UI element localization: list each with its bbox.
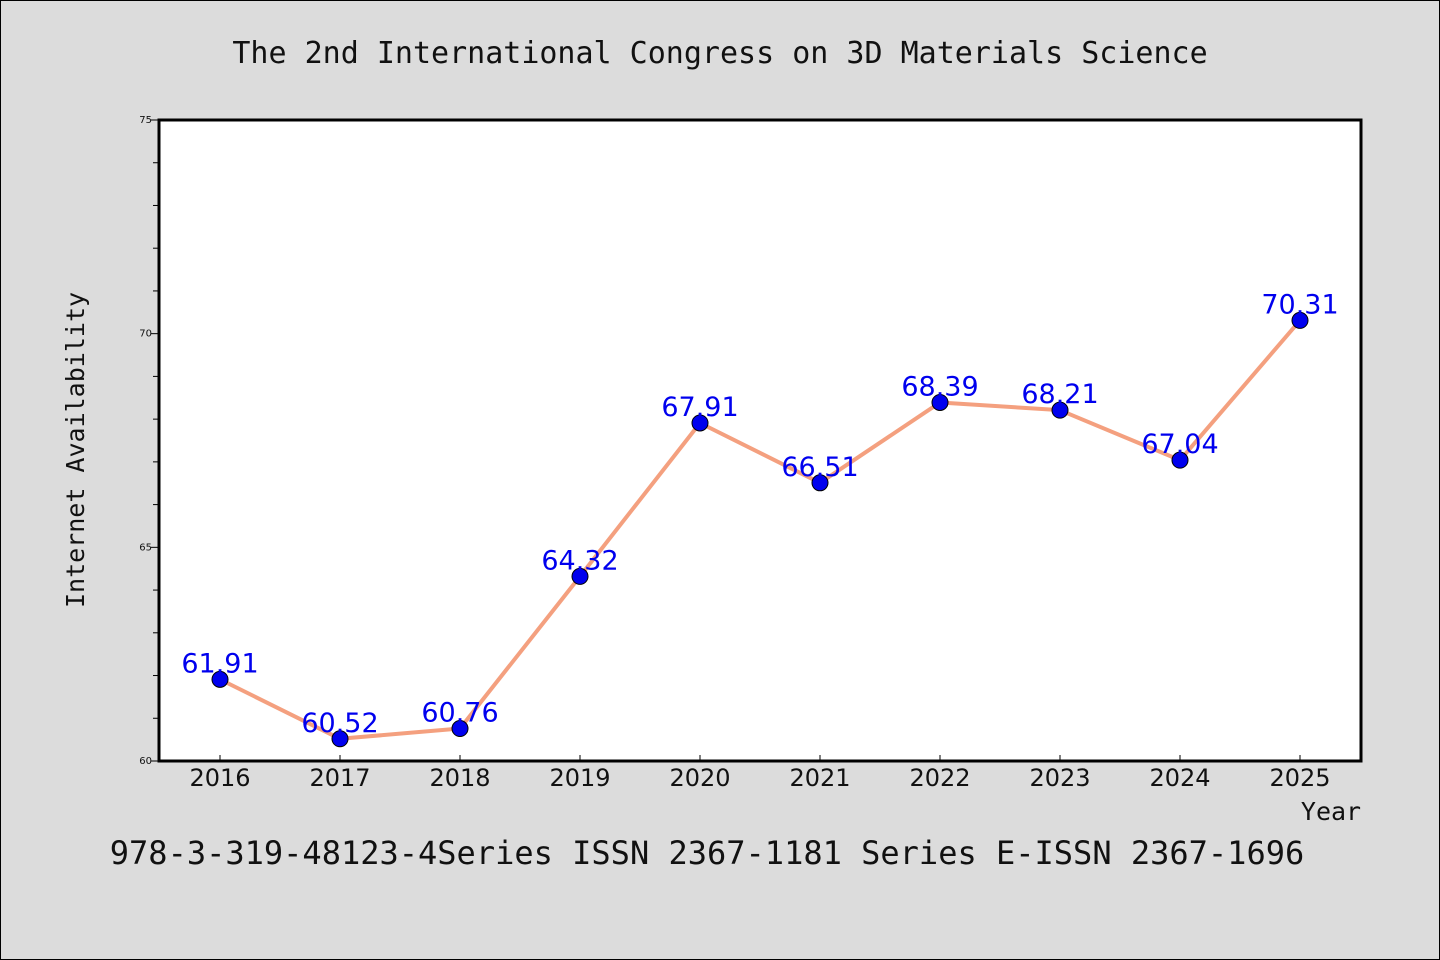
data-label: 68.21	[1021, 379, 1098, 410]
y-axis-label: Internet Availability	[61, 292, 90, 608]
x-axis: 2016 2017 2018 2019 2020 2021 2022 2023 2024 2025	[189, 755, 1331, 792]
data-point	[451, 720, 469, 738]
x-tick-label: 2023	[1029, 764, 1090, 792]
data-label: 68.39	[901, 371, 978, 402]
data-point	[211, 670, 229, 688]
data-point	[691, 414, 709, 432]
data-label: 61.91	[181, 648, 258, 679]
data-label: 66.51	[781, 452, 858, 483]
x-tick-label: 2024	[1149, 764, 1210, 792]
x-tick-label: 2019	[549, 764, 610, 792]
data-label: 67.91	[661, 392, 738, 423]
x-tick-label: 2020	[669, 764, 730, 792]
footer-text: 978-3-319-48123-4Series ISSN 2367-1181 S…	[110, 834, 1304, 872]
data-point	[1051, 401, 1069, 419]
y-tick-label: 75	[139, 115, 152, 126]
x-tick-label: 2018	[429, 764, 490, 792]
x-tick-label: 2025	[1269, 764, 1330, 792]
plot-area	[159, 120, 1361, 761]
plot-border	[157, 118, 1363, 763]
data-point	[811, 474, 829, 492]
x-tick-label: 2017	[309, 764, 370, 792]
data-label: 70.31	[1261, 289, 1338, 320]
series-line	[219, 319, 1302, 741]
x-axis-label: Year	[1301, 797, 1361, 826]
data-point	[1291, 311, 1309, 329]
series-markers	[211, 311, 1309, 748]
data-point	[571, 567, 589, 585]
y-tick-label: 70	[139, 329, 152, 340]
x-tick-label: 2022	[909, 764, 970, 792]
y-tick-label: 60	[139, 756, 152, 767]
y-tick-label: 65	[139, 542, 152, 553]
chart-title: The 2nd International Congress on 3D Mat…	[232, 36, 1207, 71]
data-point	[931, 393, 949, 411]
data-point	[1171, 451, 1189, 469]
data-label: 60.52	[301, 708, 378, 739]
data-point	[331, 730, 349, 748]
data-labels: 61.91 60.52 60.76 64.32 67.91 66.51 68.39 68.21…	[181, 289, 1338, 738]
x-tick-label: 2021	[789, 764, 850, 792]
data-label: 60.76	[421, 698, 498, 729]
data-label: 67.04	[1141, 429, 1218, 460]
data-label: 64.32	[541, 545, 618, 576]
x-tick-label: 2016	[189, 764, 250, 792]
